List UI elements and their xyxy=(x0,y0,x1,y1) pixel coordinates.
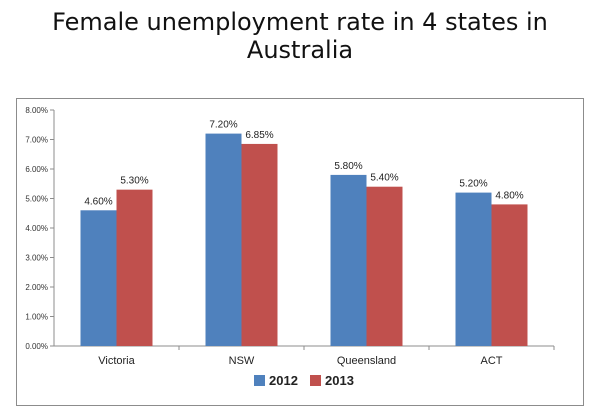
y-tick-label: 3.00% xyxy=(25,254,48,263)
legend-label: 2012 xyxy=(269,373,298,388)
y-tick-label: 0.00% xyxy=(25,342,48,351)
data-label: 5.20% xyxy=(459,179,487,190)
bar-2013 xyxy=(116,189,153,346)
y-tick-label: 7.00% xyxy=(25,136,48,145)
y-tick-label: 6.00% xyxy=(25,165,48,174)
bar-2012 xyxy=(205,133,242,346)
chart-title: Female unemployment rate in 4 states in … xyxy=(52,8,548,64)
data-label: 4.60% xyxy=(84,196,112,207)
x-category-label: Victoria xyxy=(98,355,135,367)
legend-swatch-2013 xyxy=(310,375,321,386)
data-label: 7.20% xyxy=(209,120,237,131)
y-tick-label: 2.00% xyxy=(25,283,48,292)
bar-2013 xyxy=(366,186,403,346)
bar-2013 xyxy=(241,143,278,346)
y-tick-label: 5.00% xyxy=(25,195,48,204)
bar-2013 xyxy=(491,204,528,346)
data-label: 4.80% xyxy=(495,190,523,201)
y-tick-label: 1.00% xyxy=(25,313,48,322)
bar-2012 xyxy=(80,210,117,346)
legend-label: 2013 xyxy=(325,373,354,388)
x-category-label: Queensland xyxy=(337,355,396,367)
data-label: 6.85% xyxy=(245,130,273,141)
data-label: 5.40% xyxy=(370,173,398,184)
bar-2012 xyxy=(455,192,492,346)
data-label: 5.80% xyxy=(334,161,362,172)
y-tick-label: 4.00% xyxy=(25,224,48,233)
legend-swatch-2012 xyxy=(254,375,265,386)
x-category-label: NSW xyxy=(229,355,255,367)
bar-2012 xyxy=(330,174,367,346)
y-tick-label: 8.00% xyxy=(25,106,48,115)
x-category-label: ACT xyxy=(481,355,503,367)
data-label: 5.30% xyxy=(120,176,148,187)
